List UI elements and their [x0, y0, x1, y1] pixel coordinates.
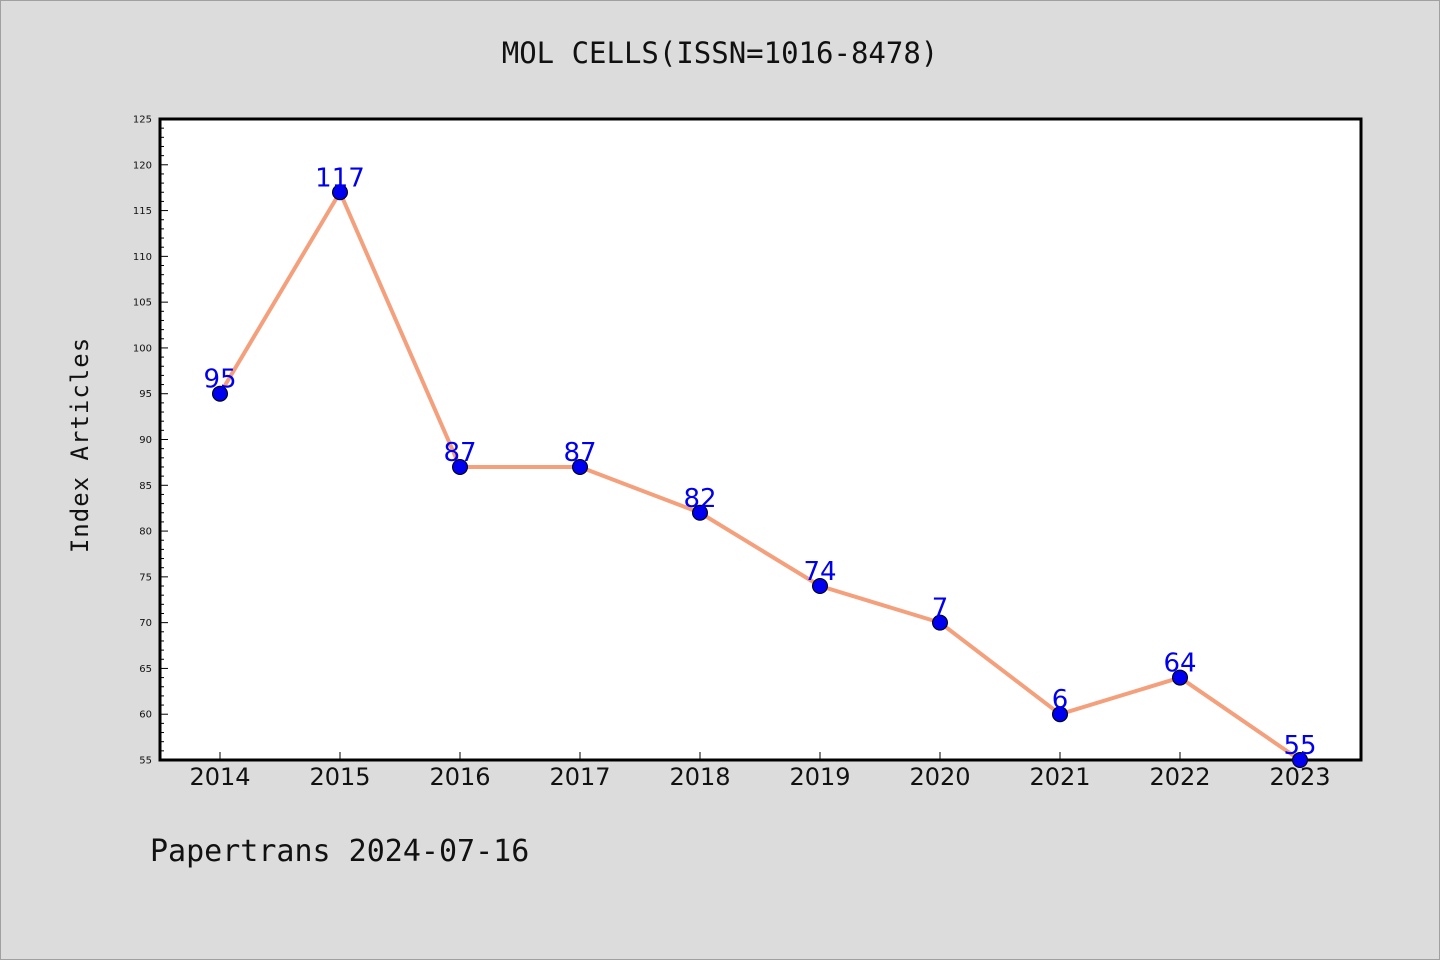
- x-tick-label: 2015: [309, 763, 370, 791]
- data-label: 64: [1163, 649, 1196, 679]
- x-tick-label: 2016: [429, 763, 490, 791]
- data-label: 117: [315, 163, 365, 193]
- y-tick-label: 120: [133, 160, 152, 171]
- y-tick-label: 105: [133, 298, 152, 309]
- y-tick-label: 80: [139, 527, 152, 538]
- data-point: [572, 458, 588, 475]
- series-layer: 95 117 87 87 82 74 7 6 64 55: [203, 163, 1317, 768]
- data-label: 95: [203, 365, 236, 395]
- data-point: [932, 614, 948, 631]
- y-tick-label: 90: [139, 435, 152, 446]
- y-tick-label: 110: [133, 252, 152, 263]
- y-axis-label: Index Articles: [66, 337, 94, 553]
- data-point: [692, 504, 708, 521]
- data-label: 6: [1052, 685, 1069, 715]
- footer-credit: Papertrans 2024-07-16: [150, 834, 530, 869]
- plot-area: [158, 117, 1363, 762]
- x-tick-label: 2021: [1029, 763, 1090, 791]
- y-tick-label: 85: [139, 481, 152, 492]
- x-tick-label: 2019: [789, 763, 850, 791]
- y-tick-label: 60: [139, 710, 152, 721]
- data-label: 82: [683, 484, 716, 514]
- data-label: 87: [443, 438, 476, 468]
- data-point: [1292, 752, 1308, 768]
- y-tick-label: 55: [139, 756, 152, 767]
- data-point: [1172, 669, 1188, 686]
- data-label: 87: [563, 438, 596, 468]
- data-point: [1052, 706, 1068, 723]
- series-line: [218, 190, 1302, 762]
- data-point: [212, 385, 228, 402]
- x-tick-label: 2014: [189, 763, 250, 791]
- y-tick-label: 75: [139, 572, 152, 583]
- x-tick-label: 2020: [909, 763, 970, 791]
- x-axis: 2014 2015 2016 2017 2018 2019 2020 2021 2022 2023: [189, 752, 1331, 791]
- x-tick-label: 2017: [549, 763, 610, 791]
- y-tick-label: 115: [133, 206, 152, 217]
- y-tick-label: 70: [139, 618, 152, 629]
- data-label: 7: [932, 594, 949, 624]
- x-tick-label: 2022: [1149, 763, 1210, 791]
- data-point: [332, 184, 348, 201]
- y-tick-label: 100: [133, 343, 152, 354]
- y-tick-label: 65: [139, 664, 152, 675]
- y-axis: 55 60 65 70 75 80 85 90 95 100 105 110 115 120 125: [133, 115, 168, 767]
- chart-title: MOL CELLS(ISSN=1016-8478): [501, 36, 939, 70]
- data-point: [452, 458, 468, 475]
- y-tick-label: 125: [133, 115, 152, 126]
- data-label: 74: [803, 557, 836, 587]
- data-point: [812, 578, 828, 595]
- y-tick-label: 95: [139, 389, 152, 400]
- x-tick-label: 2018: [669, 763, 730, 791]
- data-label: 55: [1283, 731, 1316, 761]
